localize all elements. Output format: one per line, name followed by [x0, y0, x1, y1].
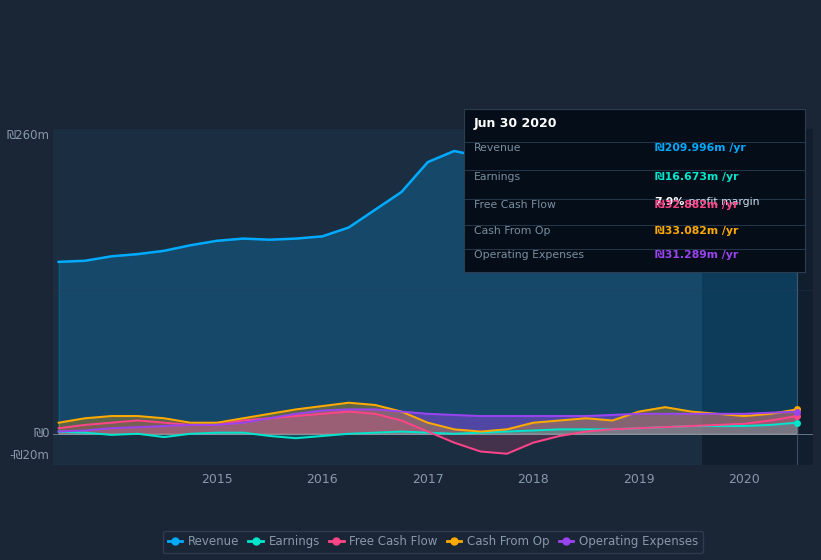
Text: Earnings: Earnings: [474, 172, 521, 182]
Text: Operating Expenses: Operating Expenses: [474, 250, 584, 260]
Text: profit margin: profit margin: [686, 197, 759, 207]
Text: ₪33.082m /yr: ₪33.082m /yr: [654, 226, 738, 236]
Text: ₪31.289m /yr: ₪31.289m /yr: [654, 250, 738, 260]
Text: ₪32.882m /yr: ₪32.882m /yr: [654, 200, 738, 210]
Bar: [702, 129, 813, 465]
Legend: Revenue, Earnings, Free Cash Flow, Cash From Op, Operating Expenses: Revenue, Earnings, Free Cash Flow, Cash …: [163, 530, 704, 553]
Text: ₪209.996m /yr: ₪209.996m /yr: [654, 143, 745, 153]
Text: Jun 30 2020: Jun 30 2020: [474, 118, 557, 130]
Text: ₪0: ₪0: [33, 427, 49, 440]
Text: Free Cash Flow: Free Cash Flow: [474, 200, 556, 210]
Text: Cash From Op: Cash From Op: [474, 226, 551, 236]
Text: ₪16.673m /yr: ₪16.673m /yr: [654, 172, 738, 182]
Text: ₪260m: ₪260m: [7, 129, 49, 142]
Text: Revenue: Revenue: [474, 143, 521, 153]
Text: -₪20m: -₪20m: [10, 450, 49, 463]
Text: 7.9%: 7.9%: [654, 197, 685, 207]
